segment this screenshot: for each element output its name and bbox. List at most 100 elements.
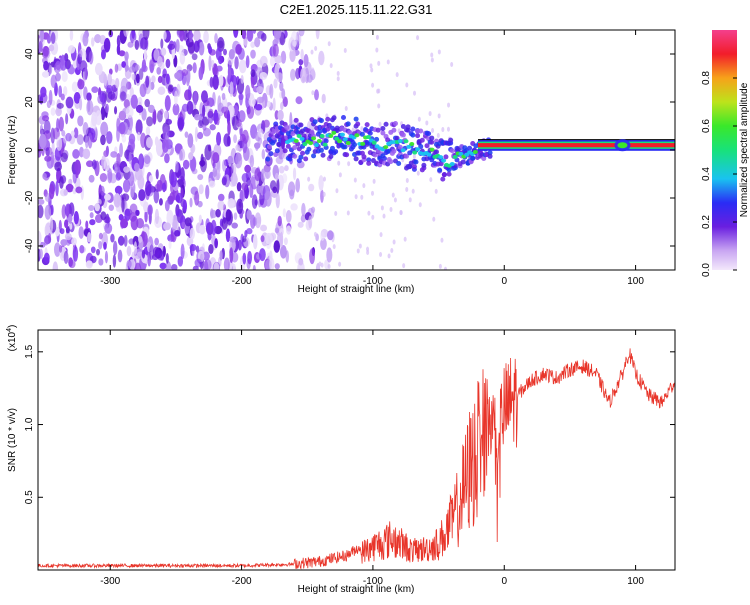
spectrogram-noise-mark — [320, 189, 324, 203]
spectrogram-bulge-core — [617, 142, 628, 149]
spectrogram-noise-mark — [431, 128, 435, 134]
spectrogram-noise-mark — [103, 37, 111, 53]
spectrogram-ridge-halo — [333, 149, 339, 155]
spectrogram-noise-mark — [159, 108, 164, 115]
spectrogram-noise-mark — [274, 263, 280, 270]
spectrogram-noise-mark — [221, 106, 229, 114]
spectrogram-noise-mark — [84, 135, 89, 149]
spectrogram-noise-mark — [88, 51, 94, 65]
spectrogram-ridge-halo — [380, 130, 386, 136]
snr-multiplier-base: (x10 — [7, 331, 18, 351]
spectrogram-noise-mark — [285, 250, 289, 263]
spectrogram-ridge-halo — [449, 148, 455, 154]
spectrogram-noise-mark — [153, 188, 160, 204]
spectrogram-noise-mark — [133, 241, 138, 255]
spectrogram-noise-mark — [168, 240, 172, 249]
spectrogram-noise-mark — [112, 240, 118, 256]
spectrogram-noise-mark — [443, 266, 447, 270]
spectrogram-noise-mark — [141, 65, 148, 73]
spectrogram-noise-mark — [72, 149, 80, 159]
spectrogram-noise-mark — [55, 107, 62, 117]
spectrogram-noise-mark — [157, 86, 166, 96]
spectrogram-noise-mark — [432, 216, 436, 222]
spectrogram-noise-mark — [138, 153, 145, 170]
spectrogram-ridge-halo — [429, 139, 435, 145]
spectrogram-noise-mark — [129, 212, 137, 222]
spectrogram-ridge-halo — [317, 128, 323, 134]
spectrogram-noise-mark — [367, 210, 371, 216]
spectrogram-noise-mark — [182, 199, 188, 213]
colorbar-tick-label: 0.0 — [701, 263, 712, 277]
spectrogram-noise-mark — [159, 262, 167, 270]
spectrogram-noise-mark — [212, 152, 220, 164]
spectrogram-ridge-halo — [391, 127, 397, 133]
spectrogram-noise-mark — [208, 180, 216, 188]
spectrogram-noise-mark — [441, 127, 445, 133]
spectrogram-noise-mark — [371, 82, 375, 88]
spectrogram-noise-mark — [152, 108, 157, 125]
spectrogram-noise-mark — [82, 121, 89, 136]
spectrogram-noise-mark — [229, 236, 237, 243]
spectrogram-noise-mark — [165, 253, 169, 264]
spectrogram-noise-mark — [184, 217, 192, 227]
spectrogram-noise-mark — [187, 41, 196, 54]
snr-y-tick-label: 0.5 — [24, 490, 35, 504]
spectrogram-noise-mark — [392, 239, 396, 245]
spectrogram-ridge-core — [360, 141, 366, 146]
spectrogram-noise-mark — [377, 103, 381, 109]
spectrogram-noise-mark — [99, 172, 108, 183]
spectrogram-ridge-halo — [364, 122, 370, 128]
spectrogram-noise-mark — [252, 233, 258, 250]
spectrogram-ridge-core — [339, 132, 345, 137]
spectrogram-noise-mark — [73, 91, 81, 104]
spectrogram-noise-mark — [215, 208, 221, 218]
spectrogram-noise-mark — [90, 246, 96, 254]
spectrogram-noise-mark — [100, 121, 109, 137]
spectrogram-noise-mark — [56, 102, 64, 109]
spectrogram-noise-mark — [198, 184, 204, 195]
spectrogram-noise-mark — [377, 60, 381, 66]
spectrogram-noise-mark — [179, 52, 186, 65]
colorbar-tick-label: 0.8 — [701, 71, 712, 85]
spectrogram-noise-mark — [217, 193, 225, 202]
spectrogram-noise-mark — [114, 63, 119, 73]
spectrogram-ridge-halo — [410, 132, 416, 138]
chart-title: C2E1.2025.115.11.22.G31 — [280, 2, 433, 17]
snr-x-axis-label: Height of straight line (km) — [298, 584, 415, 595]
spectrogram-noise-mark — [176, 192, 183, 204]
spectrogram-noise-mark — [163, 30, 167, 40]
spectrogram-noise-mark — [138, 238, 144, 250]
spectrogram-noise-mark — [112, 254, 117, 268]
spectrogram-noise-mark — [130, 141, 135, 150]
spectrogram-noise-mark — [310, 49, 314, 55]
spectrogram-noise-mark — [161, 139, 169, 153]
spectrogram-noise-mark — [236, 198, 244, 215]
spectrogram-noise-mark — [198, 66, 204, 81]
spectrogram-noise-mark — [126, 245, 132, 257]
spectrogram-ridge-halo — [419, 137, 425, 143]
spectrogram-noise-mark — [141, 249, 146, 259]
spectrogram-noise-mark — [106, 131, 113, 144]
spectrogram-noise-mark — [320, 237, 327, 250]
spectrogram-noise-mark — [113, 193, 121, 208]
spectrogram-noise-mark — [306, 74, 313, 83]
spectrogram-ridge-core — [426, 152, 432, 157]
spectrogram-ridge-core — [406, 144, 412, 149]
spectrogram-noise-mark — [100, 134, 106, 146]
spectrogram-noise-mark — [157, 75, 163, 84]
spectrogram-ridge-halo — [443, 154, 449, 160]
colorbar: 0.0 0.2 0.4 0.6 0.8 Normalized spectral ampl… — [701, 30, 750, 277]
spectrogram-noise-mark — [72, 245, 79, 262]
spectrogram-noise-mark — [145, 75, 150, 88]
spectrogram-noise-mark — [298, 30, 305, 37]
spectrogram-noise-mark — [48, 89, 53, 106]
spectrogram-ridge-core — [331, 130, 337, 135]
spectrogram-ridge-halo — [404, 153, 410, 159]
spectrogram-noise-mark — [198, 214, 202, 224]
spectrogram-noise-mark — [197, 173, 204, 181]
spectrogram-ridge-halo — [292, 153, 298, 159]
spectrogram-noise-mark — [389, 206, 393, 212]
spectrogram-noise-mark — [217, 200, 225, 211]
spectrogram-noise-mark — [85, 220, 89, 230]
spectrogram-noise-mark — [65, 132, 72, 142]
